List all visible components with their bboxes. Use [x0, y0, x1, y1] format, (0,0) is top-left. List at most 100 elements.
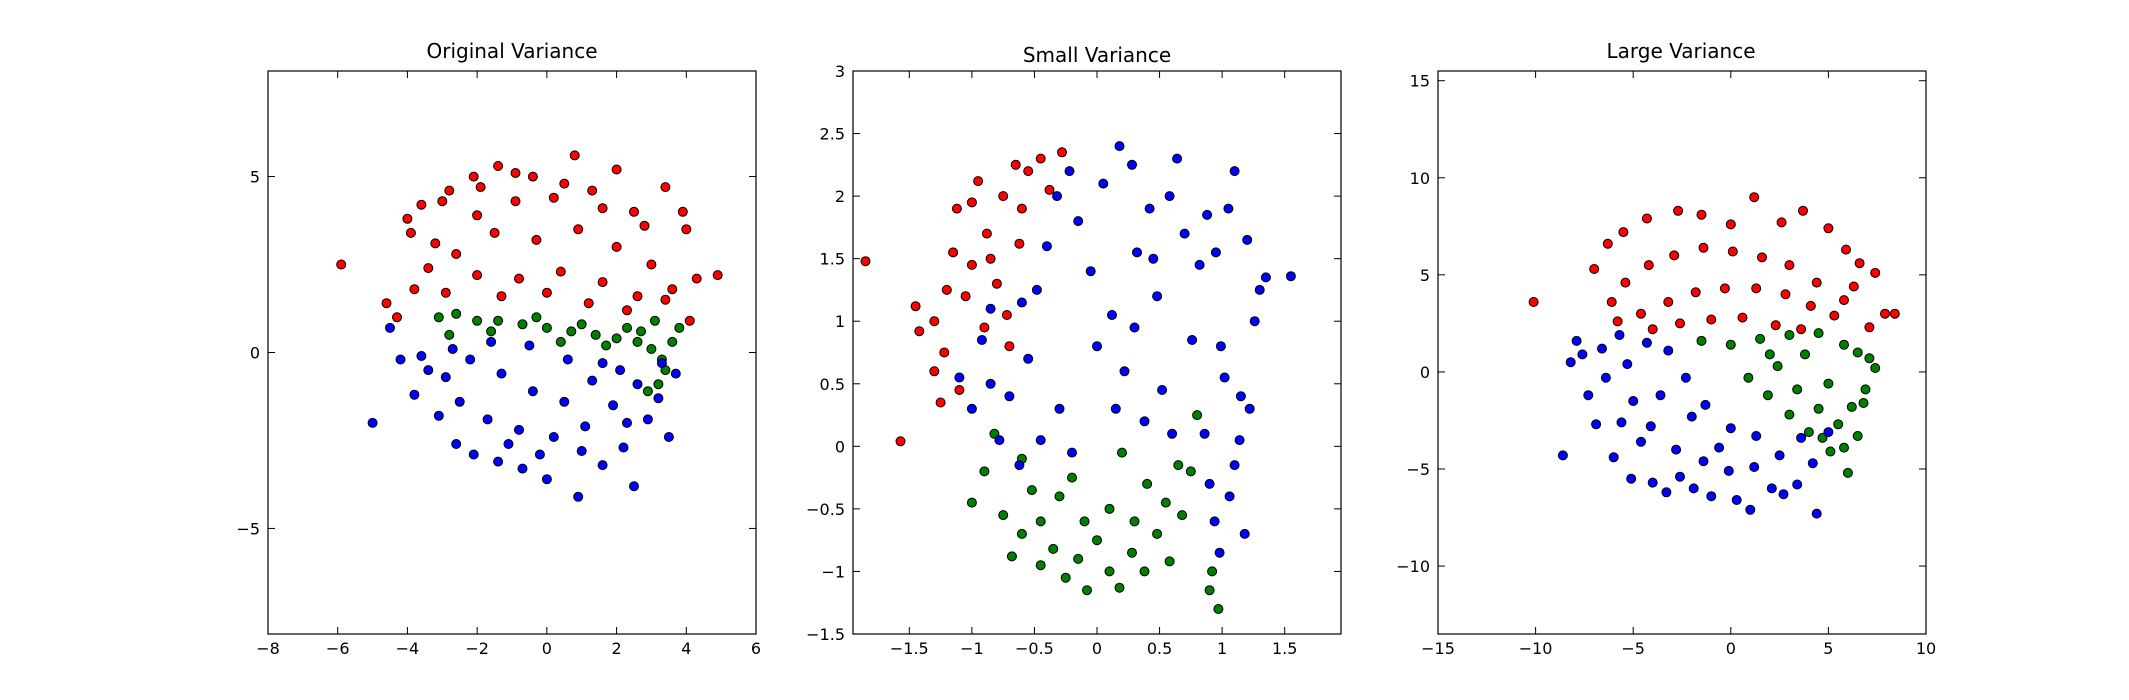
scatter-point [1825, 446, 1836, 457]
scatter-point [433, 312, 444, 323]
scatter-point [979, 466, 990, 477]
scatter-point [1778, 489, 1789, 500]
scatter-point [1234, 435, 1245, 446]
scatter-point [1805, 300, 1816, 311]
scatter-point [1645, 421, 1656, 432]
scatter-point [597, 203, 608, 214]
plot-title: Original Variance [426, 39, 597, 63]
scatter-point [976, 335, 987, 345]
scatter-point [636, 326, 646, 337]
y-tick-label: 5 [250, 168, 260, 187]
axis-ticks-layer: −8 −6 −4 −2 0 2 4 6 −5 0 5 [236, 71, 761, 658]
scatter-point [1139, 416, 1150, 427]
scatter-point [1686, 411, 1697, 422]
scatter-point [1129, 322, 1140, 333]
scatter-point [998, 510, 1009, 521]
scatter-point [1229, 460, 1240, 471]
scatter-point [954, 385, 965, 395]
scatter-point [985, 303, 996, 314]
scatter-point [1044, 184, 1055, 195]
scatter-point [1244, 403, 1255, 414]
scatter-point [1725, 423, 1736, 434]
scatter-point [1839, 339, 1849, 350]
scatter-point [1591, 419, 1602, 430]
scatter-point [465, 354, 476, 365]
x-tick-label: 6 [751, 639, 761, 658]
scatter-point [1209, 516, 1220, 527]
scatter-point [1152, 528, 1163, 539]
scatter-point [1675, 471, 1685, 482]
scatter-point [1841, 244, 1851, 255]
scatter-point [597, 277, 608, 288]
scatter-point [1098, 178, 1109, 189]
scatter-point [691, 273, 702, 284]
scatter-point [440, 287, 451, 298]
scatter-point [1800, 349, 1810, 360]
scatter-point [1602, 238, 1613, 249]
scatter-point [1117, 447, 1127, 458]
scatter-point [1142, 478, 1153, 489]
scatter-point [447, 344, 458, 354]
x-tick-label: −10 [1519, 639, 1553, 658]
scatter-point [496, 291, 507, 302]
scatter-point [1583, 390, 1594, 401]
scatter-point [1031, 284, 1042, 295]
scatter-point [569, 150, 580, 161]
y-tick-label: 2 [835, 187, 845, 206]
scatter-point [1129, 516, 1140, 527]
scatter-point [1757, 252, 1767, 263]
scatter-points-layer [860, 141, 1296, 614]
scatter-point [1842, 467, 1853, 478]
x-tick-label: −1 [960, 639, 984, 658]
scatter-point [1597, 343, 1607, 354]
y-tick-label: 15 [1410, 72, 1430, 91]
scatter-point [1723, 465, 1734, 476]
scatter-point [395, 354, 406, 365]
scatter-point [423, 263, 434, 274]
scatter-point [336, 259, 347, 270]
scatter-point [1766, 483, 1777, 494]
scatter-point [632, 379, 643, 390]
scatter-point [1628, 396, 1639, 406]
scatter-point [1706, 491, 1717, 502]
scatter-point [611, 164, 622, 175]
scatter-point [1035, 153, 1046, 164]
scatter-point [451, 249, 462, 259]
scatter-point [1254, 284, 1265, 295]
scatter-point [1035, 516, 1046, 527]
scatter-point [629, 481, 639, 492]
scatter-point [381, 298, 392, 309]
scatter-point [510, 196, 521, 207]
y-tick-label: 0 [835, 437, 845, 456]
scatter-point [1690, 287, 1701, 298]
scatter-point [496, 368, 507, 379]
scatter-point [622, 305, 632, 316]
scatter-point [1745, 504, 1756, 515]
scatter-point [1860, 384, 1871, 395]
scatter-point [1104, 566, 1115, 577]
scatter-point [555, 336, 566, 347]
scatter-point [1813, 403, 1824, 414]
scatter-point [1023, 353, 1034, 364]
scatter-point [1016, 528, 1027, 539]
scatter-point [653, 379, 664, 390]
y-tick-label: 5 [1420, 266, 1430, 285]
scatter-point [416, 351, 427, 361]
scatter-point [1780, 289, 1791, 300]
scatter-point [1048, 543, 1059, 554]
scatter-point [1148, 253, 1159, 264]
scatter-point [981, 228, 992, 239]
scatter-point [503, 439, 514, 449]
scatter-point [1207, 566, 1218, 577]
scatter-point [489, 227, 500, 238]
scatter-point [1751, 283, 1762, 294]
scatter-point [1035, 560, 1046, 571]
scatter-point [510, 168, 521, 178]
scatter-point [622, 322, 632, 333]
scatter-point [985, 253, 996, 264]
scatter-point [1194, 259, 1205, 270]
scatter-point [451, 439, 462, 449]
scatter-point [534, 449, 545, 460]
scatter-point [1727, 246, 1738, 257]
x-tick-label: −6 [326, 639, 350, 658]
